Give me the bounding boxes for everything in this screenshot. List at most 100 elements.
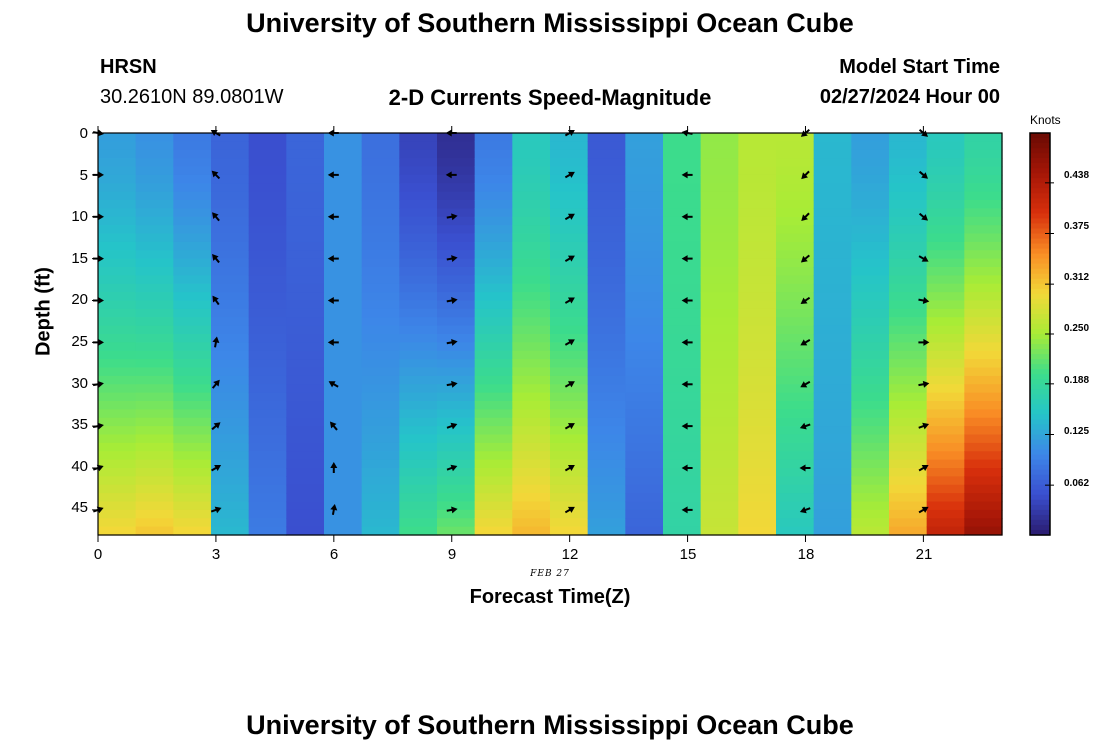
- heatmap-cell: [135, 501, 174, 511]
- heatmap-cell: [587, 350, 626, 360]
- heatmap-cell: [851, 451, 890, 461]
- heatmap-cell: [173, 392, 212, 402]
- heatmap-cell: [813, 384, 852, 394]
- colorbar-tick-label: 0.188: [1064, 375, 1090, 386]
- heatmap-cell: [813, 141, 852, 151]
- heatmap-cell: [135, 334, 174, 343]
- heatmap-cell: [700, 325, 739, 335]
- heatmap-cell: [625, 392, 664, 402]
- heatmap-cell: [98, 216, 137, 226]
- heatmap-cell: [889, 191, 928, 201]
- heatmap-cell: [625, 258, 664, 268]
- heatmap-cell: [663, 367, 702, 377]
- heatmap-cell: [248, 526, 287, 536]
- current-arrow-head: [327, 338, 334, 346]
- heatmap-cell: [738, 233, 777, 243]
- heatmap-cell: [211, 174, 250, 184]
- heatmap-cell: [286, 334, 325, 343]
- heatmap-cell: [851, 401, 890, 410]
- heatmap-cell: [361, 317, 400, 327]
- heatmap-cell: [889, 241, 928, 251]
- heatmap-cell: [98, 300, 137, 310]
- heatmap-cell: [286, 367, 325, 377]
- heatmap-cell: [324, 509, 363, 519]
- heatmap-cell: [399, 426, 438, 436]
- heatmap-cell: [625, 183, 664, 193]
- colorbar-segment: [1030, 374, 1050, 380]
- heatmap-cell: [851, 174, 890, 184]
- colorbar-segment: [1030, 464, 1050, 471]
- heatmap-cell: [738, 442, 777, 452]
- heatmap-cell: [248, 191, 287, 201]
- current-arrow-head: [451, 380, 458, 388]
- colorbar-segment: [1030, 524, 1050, 531]
- heatmap-cell: [512, 283, 551, 293]
- heatmap-cell: [926, 166, 965, 176]
- heatmap-cell: [474, 317, 513, 327]
- x-tick-label: 6: [329, 546, 339, 563]
- heatmap-cell: [738, 426, 777, 436]
- heatmap-cell: [851, 133, 890, 142]
- colorbar-segment: [1030, 409, 1050, 416]
- current-arrow-head: [800, 339, 808, 346]
- heatmap-cell: [851, 392, 890, 402]
- heatmap-cell: [700, 225, 739, 235]
- heatmap-cell: [700, 518, 739, 528]
- heatmap-cell: [889, 359, 928, 369]
- heatmap-cell: [512, 208, 551, 218]
- heatmap-cell: [361, 384, 400, 394]
- heatmap-cell: [399, 317, 438, 327]
- heatmap-cell: [512, 300, 551, 310]
- heatmap-cell: [474, 166, 513, 176]
- heatmap-cell: [173, 350, 212, 360]
- heatmap-cell: [324, 434, 363, 444]
- heatmap-cell: [361, 166, 400, 176]
- heatmap-cell: [813, 359, 852, 369]
- heatmap-cell: [98, 442, 137, 452]
- heatmap-cell: [173, 417, 212, 427]
- current-arrow-head: [450, 464, 458, 472]
- heatmap-cell: [738, 468, 777, 477]
- current-arrow: [211, 379, 220, 389]
- heatmap-cell: [587, 451, 626, 461]
- heatmap-cell: [324, 342, 363, 352]
- heatmap-cell: [738, 225, 777, 235]
- heatmap-cell: [361, 509, 400, 519]
- heatmap-cell: [437, 409, 476, 419]
- heatmap-cell: [851, 158, 890, 168]
- heatmap-cell: [474, 501, 513, 511]
- heatmap-cell: [474, 375, 513, 385]
- colorbar-segment: [1030, 198, 1050, 204]
- heatmap-cell: [663, 350, 702, 360]
- heatmap-cell: [98, 200, 137, 209]
- heatmap-cell: [587, 509, 626, 519]
- heatmap-cell: [248, 401, 287, 410]
- heatmap-cell: [512, 267, 551, 276]
- heatmap-cell: [738, 158, 777, 168]
- heatmap-cell: [776, 417, 815, 427]
- heatmap-cell: [324, 317, 363, 327]
- heatmap-cell: [361, 241, 400, 251]
- current-arrow: [800, 254, 810, 263]
- heatmap-cell: [211, 409, 250, 419]
- heatmap-cell: [738, 434, 777, 444]
- heatmap-cell: [361, 518, 400, 528]
- heatmap-cell: [776, 300, 815, 310]
- heatmap-cell: [211, 401, 250, 410]
- heatmap-cell: [248, 267, 287, 276]
- heatmap-cell: [361, 334, 400, 343]
- heatmap-cell: [324, 158, 363, 168]
- heatmap-cell: [851, 350, 890, 360]
- heatmap-cell: [926, 409, 965, 419]
- heatmap-cell: [625, 325, 664, 335]
- heatmap-cell: [211, 417, 250, 427]
- heatmap-cell: [98, 375, 137, 385]
- colorbar-segment: [1030, 509, 1050, 516]
- colorbar-segment: [1030, 243, 1050, 250]
- heatmap-cell: [211, 149, 250, 159]
- heatmap-cell: [964, 233, 1003, 243]
- heatmap-cell: [324, 468, 363, 477]
- heatmap-cell: [286, 174, 325, 184]
- current-arrow-head: [567, 255, 575, 262]
- heatmap-cell: [135, 183, 174, 193]
